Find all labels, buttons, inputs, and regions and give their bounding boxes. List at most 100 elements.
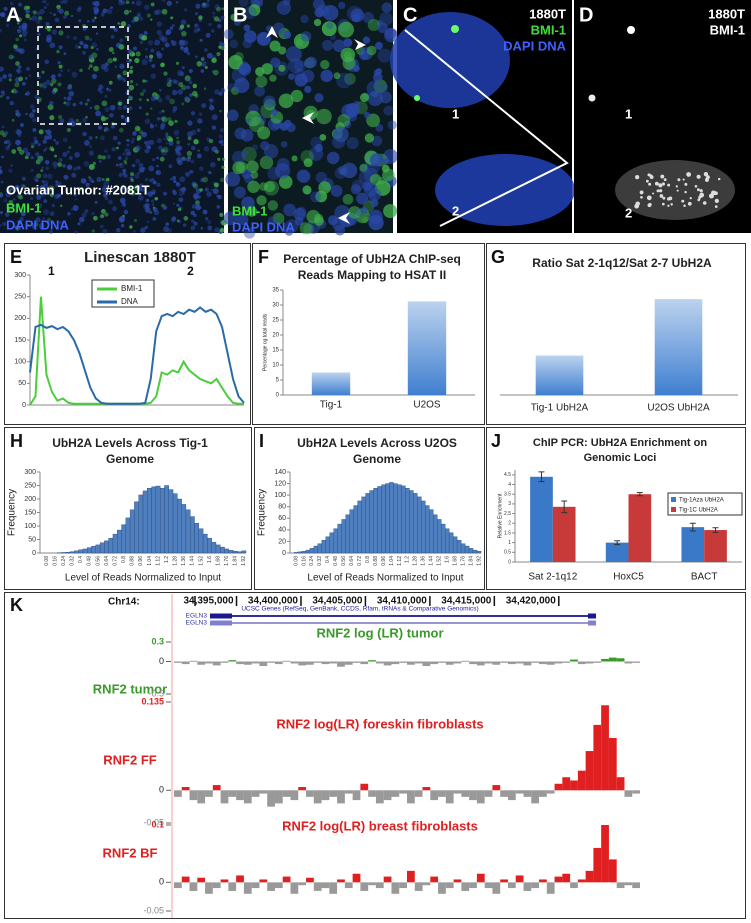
cell bbox=[191, 181, 197, 187]
signal-bar bbox=[236, 790, 244, 801]
cell bbox=[109, 187, 112, 191]
cell bbox=[0, 130, 5, 136]
cell bbox=[177, 207, 182, 212]
cell bbox=[88, 136, 93, 140]
cell bbox=[178, 197, 184, 203]
cell bbox=[341, 162, 358, 179]
cell bbox=[161, 36, 168, 43]
cell bbox=[181, 102, 185, 106]
bar bbox=[441, 523, 446, 554]
cell bbox=[332, 217, 346, 231]
cell bbox=[360, 206, 368, 214]
bar bbox=[91, 546, 96, 554]
signal-bar bbox=[554, 876, 563, 883]
cell bbox=[374, 41, 383, 50]
speckle bbox=[647, 203, 652, 208]
signal-bar bbox=[274, 661, 283, 665]
signal-bar bbox=[228, 660, 237, 662]
signal-bar bbox=[632, 790, 640, 794]
cell bbox=[15, 109, 20, 114]
cell bbox=[152, 207, 158, 213]
cell bbox=[156, 21, 162, 27]
signal-bar bbox=[259, 661, 268, 667]
cell bbox=[363, 182, 378, 197]
y-tick-label: 150 bbox=[14, 337, 26, 344]
gene-track-label: UCSC Genes (RefSeq, GenBank, CCDS, Rfam,… bbox=[241, 606, 478, 613]
cell bbox=[338, 1, 346, 10]
cell bbox=[238, 63, 252, 76]
cell bbox=[146, 98, 150, 102]
y-tick-label: 250 bbox=[14, 294, 26, 301]
cell bbox=[8, 78, 12, 82]
cell bbox=[73, 167, 78, 171]
y-tick-label: 80 bbox=[278, 504, 286, 511]
cell bbox=[127, 151, 132, 156]
panel-label: F bbox=[258, 247, 269, 267]
cell bbox=[169, 26, 174, 30]
cell bbox=[163, 191, 167, 196]
cell bbox=[208, 170, 212, 175]
cell bbox=[44, 59, 50, 65]
cell bbox=[170, 16, 174, 20]
arrow bbox=[302, 112, 314, 124]
signal-bar bbox=[259, 879, 268, 883]
signal-bar bbox=[546, 882, 555, 894]
cell bbox=[112, 206, 117, 212]
y-tick-label: 0 bbox=[22, 402, 26, 409]
cell bbox=[49, 11, 53, 15]
bar bbox=[207, 537, 212, 554]
cell bbox=[100, 208, 106, 214]
cell bbox=[66, 164, 73, 170]
cell bbox=[18, 25, 22, 29]
cell bbox=[49, 146, 54, 151]
signal-bar bbox=[585, 661, 594, 664]
cell bbox=[72, 36, 78, 41]
cell bbox=[41, 70, 45, 74]
cell bbox=[136, 13, 141, 18]
bar bbox=[401, 485, 406, 554]
cell bbox=[96, 47, 99, 51]
speckle bbox=[714, 198, 719, 204]
legend-swatch bbox=[671, 507, 676, 512]
signal-bar bbox=[337, 661, 345, 667]
cell bbox=[177, 145, 183, 151]
signal-bar bbox=[570, 780, 578, 791]
bar bbox=[82, 548, 88, 554]
cell bbox=[35, 152, 40, 157]
cell bbox=[272, 22, 285, 35]
bar bbox=[228, 550, 234, 554]
cell bbox=[255, 67, 265, 77]
speckle bbox=[662, 196, 666, 200]
cell bbox=[114, 65, 118, 68]
cell bbox=[197, 149, 200, 152]
cell bbox=[105, 87, 110, 91]
signal-bar bbox=[321, 790, 330, 801]
bar bbox=[704, 530, 727, 562]
cell bbox=[141, 34, 148, 41]
cell bbox=[22, 81, 26, 86]
y-tick-label: 3.5 bbox=[504, 492, 511, 498]
cell bbox=[115, 163, 119, 167]
cell bbox=[144, 148, 150, 154]
cell bbox=[182, 40, 189, 46]
cell bbox=[132, 131, 137, 135]
cell bbox=[13, 44, 18, 49]
cell bbox=[294, 73, 308, 87]
cell bbox=[142, 79, 146, 83]
cell bbox=[133, 230, 136, 233]
cell bbox=[191, 219, 195, 223]
cell bbox=[88, 177, 93, 182]
speckle bbox=[647, 173, 651, 177]
cell bbox=[368, 209, 383, 225]
track-title: RNF2 log (LR) tumor bbox=[316, 625, 443, 640]
cell bbox=[65, 101, 71, 107]
cell bbox=[43, 82, 46, 85]
cell bbox=[57, 114, 63, 120]
cell bbox=[63, 96, 67, 100]
signal-bar bbox=[438, 790, 446, 797]
speckle bbox=[663, 178, 667, 182]
cell bbox=[171, 216, 177, 222]
cell bbox=[14, 225, 18, 229]
cell bbox=[103, 181, 110, 188]
cell bbox=[263, 180, 280, 196]
